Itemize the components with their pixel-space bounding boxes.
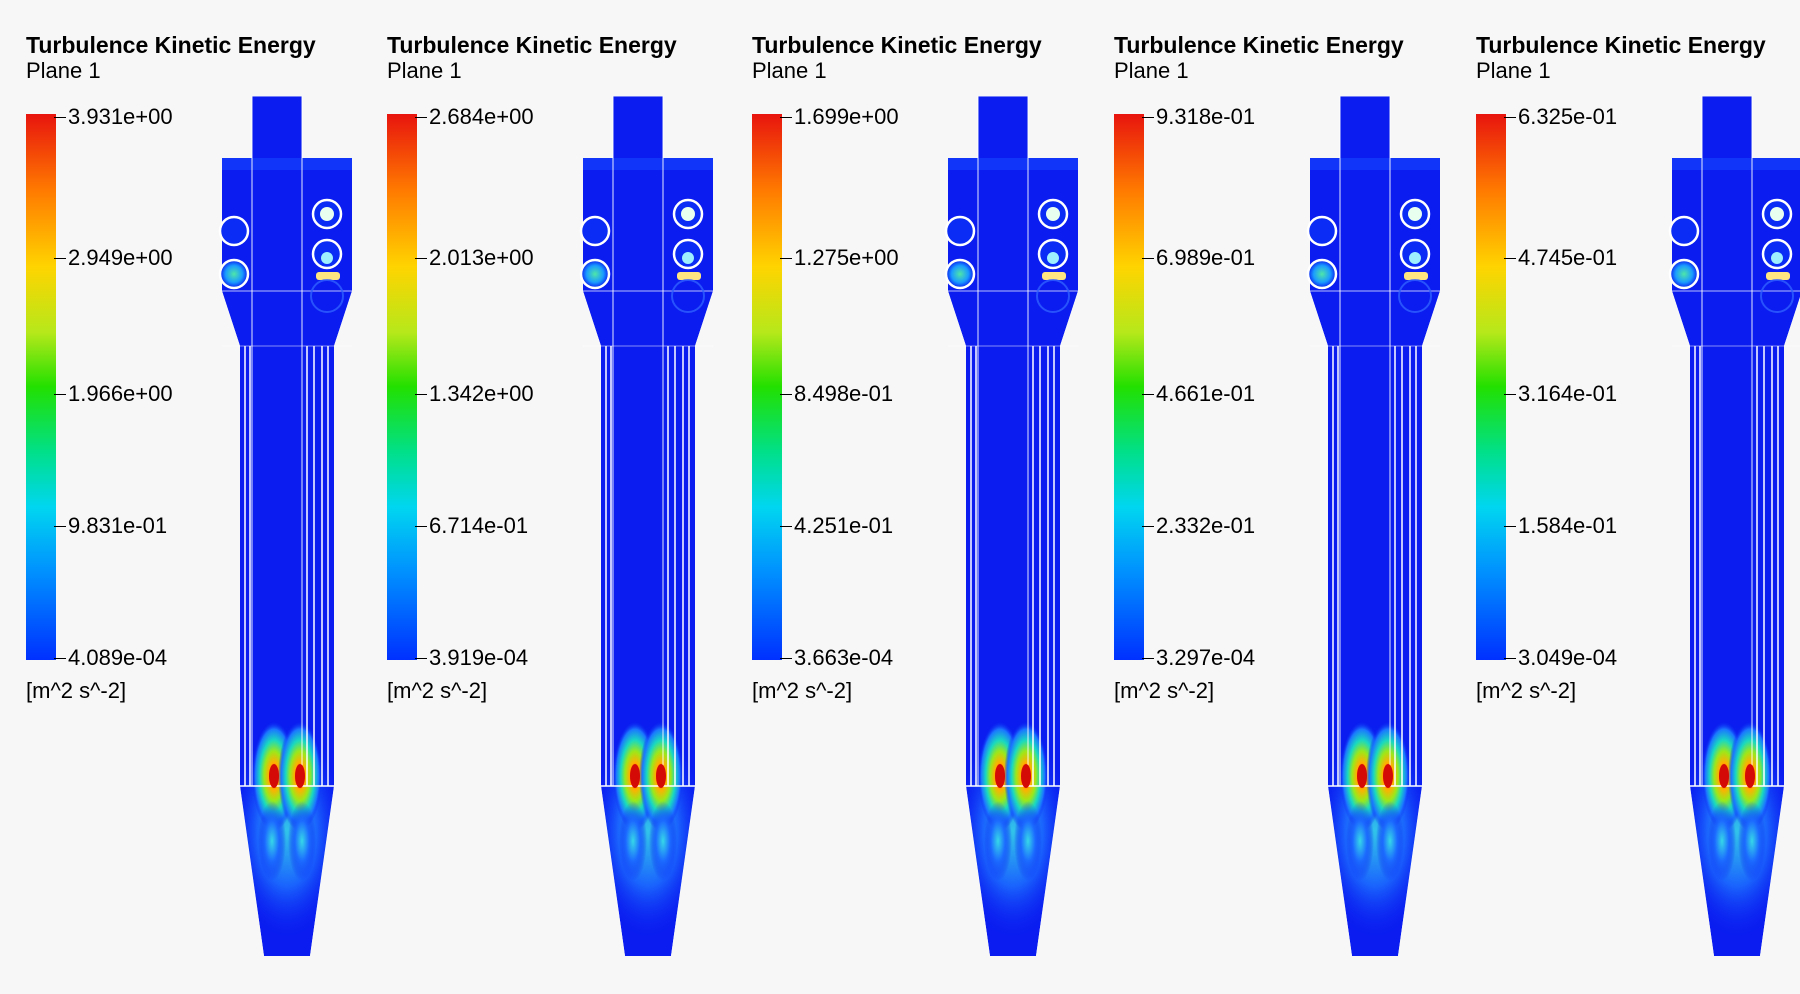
contour-plot <box>218 96 352 956</box>
legend-tick-label: 3.931e+00 <box>68 104 173 129</box>
inlet-port <box>1668 215 1700 247</box>
legend-unit: [m^2 s^-2] <box>1114 678 1215 703</box>
panel-title: Turbulence Kinetic Energy <box>752 32 1042 58</box>
legend-tick-label: 6.989e-01 <box>1156 245 1256 270</box>
color-legend-bar <box>1114 114 1144 660</box>
legend-tick <box>1504 117 1516 118</box>
legend-tick-label: 1.342e+00 <box>429 381 534 406</box>
panel-title: Turbulence Kinetic Energy <box>1476 32 1766 58</box>
legend-tick <box>54 658 66 659</box>
contour-panel: Turbulence Kinetic Energy Plane 1 9.318e… <box>1110 0 1470 994</box>
panel-subtitle: Plane 1 <box>387 58 462 83</box>
contour-plot <box>944 96 1078 956</box>
legend-tick-label: 2.013e+00 <box>429 245 534 270</box>
legend-tick <box>780 394 792 395</box>
color-legend-bar <box>752 114 782 660</box>
panel-subtitle: Plane 1 <box>26 58 101 83</box>
legend-tick-label: 9.831e-01 <box>68 513 168 538</box>
inlet-port <box>1306 258 1338 290</box>
legend-unit: [m^2 s^-2] <box>1476 678 1577 703</box>
inlet-port <box>944 215 976 247</box>
panel-title: Turbulence Kinetic Energy <box>387 32 677 58</box>
legend-tick-label: 3.297e-04 <box>1156 645 1256 670</box>
legend-tick <box>415 117 427 118</box>
legend-tick <box>1504 658 1516 659</box>
contour-panel: Turbulence Kinetic Energy Plane 1 2.684e… <box>383 0 743 994</box>
legend-tick-label: 3.164e-01 <box>1518 381 1618 406</box>
legend-tick-label: 6.325e-01 <box>1518 104 1618 129</box>
inlet-port <box>1306 215 1338 247</box>
legend-tick <box>415 526 427 527</box>
legend-tick-label: 3.663e-04 <box>794 645 894 670</box>
legend-tick-label: 4.089e-04 <box>68 645 168 670</box>
legend-tick-label: 1.275e+00 <box>794 245 899 270</box>
legend-tick <box>1142 258 1154 259</box>
legend-tick <box>54 394 66 395</box>
legend-tick <box>1142 394 1154 395</box>
color-legend-bar <box>1476 114 1506 660</box>
legend-tick <box>1142 526 1154 527</box>
legend-tick-label: 9.318e-01 <box>1156 104 1256 129</box>
legend-tick <box>415 258 427 259</box>
legend-tick-label: 2.332e-01 <box>1156 513 1256 538</box>
contour-panel: Turbulence Kinetic Energy Plane 1 6.325e… <box>1472 0 1800 994</box>
inlet-port <box>579 258 611 290</box>
legend-tick-label: 3.919e-04 <box>429 645 529 670</box>
contour-panel: Turbulence Kinetic Energy Plane 1 3.931e… <box>22 0 382 994</box>
legend-tick <box>780 526 792 527</box>
color-legend-bar <box>26 114 56 660</box>
legend-tick-label: 3.049e-04 <box>1518 645 1618 670</box>
legend-tick-label: 4.251e-01 <box>794 513 894 538</box>
legend-tick-label: 4.661e-01 <box>1156 381 1256 406</box>
legend-tick-label: 1.584e-01 <box>1518 513 1618 538</box>
legend-tick-label: 1.699e+00 <box>794 104 899 129</box>
contour-plot <box>579 96 713 956</box>
legend-tick <box>415 658 427 659</box>
legend-tick <box>1142 658 1154 659</box>
inlet-port <box>579 215 611 247</box>
legend-tick-label: 2.949e+00 <box>68 245 173 270</box>
inlet-port <box>1668 258 1700 290</box>
legend-unit: [m^2 s^-2] <box>752 678 853 703</box>
legend-tick <box>1142 117 1154 118</box>
legend-tick-label: 4.745e-01 <box>1518 245 1618 270</box>
legend-tick <box>415 394 427 395</box>
legend-tick-label: 8.498e-01 <box>794 381 894 406</box>
contour-plot <box>1306 96 1440 956</box>
color-legend-bar <box>387 114 417 660</box>
legend-tick-label: 2.684e+00 <box>429 104 534 129</box>
panel-subtitle: Plane 1 <box>1114 58 1189 83</box>
panel-subtitle: Plane 1 <box>1476 58 1551 83</box>
legend-tick <box>780 658 792 659</box>
legend-tick <box>1504 394 1516 395</box>
legend-tick <box>54 258 66 259</box>
legend-tick <box>1504 526 1516 527</box>
legend-tick <box>780 258 792 259</box>
legend-unit: [m^2 s^-2] <box>26 678 127 703</box>
legend-tick-label: 6.714e-01 <box>429 513 529 538</box>
legend-tick <box>54 526 66 527</box>
panel-subtitle: Plane 1 <box>752 58 827 83</box>
inlet-port <box>218 215 250 247</box>
legend-tick <box>780 117 792 118</box>
panel-title: Turbulence Kinetic Energy <box>1114 32 1404 58</box>
legend-tick-label: 1.966e+00 <box>68 381 173 406</box>
panel-title: Turbulence Kinetic Energy <box>26 32 316 58</box>
legend-unit: [m^2 s^-2] <box>387 678 488 703</box>
legend-tick <box>54 117 66 118</box>
inlet-port <box>944 258 976 290</box>
contour-plot <box>1668 96 1800 956</box>
legend-tick <box>1504 258 1516 259</box>
contour-panel: Turbulence Kinetic Energy Plane 1 1.699e… <box>748 0 1108 994</box>
inlet-port <box>218 258 250 290</box>
